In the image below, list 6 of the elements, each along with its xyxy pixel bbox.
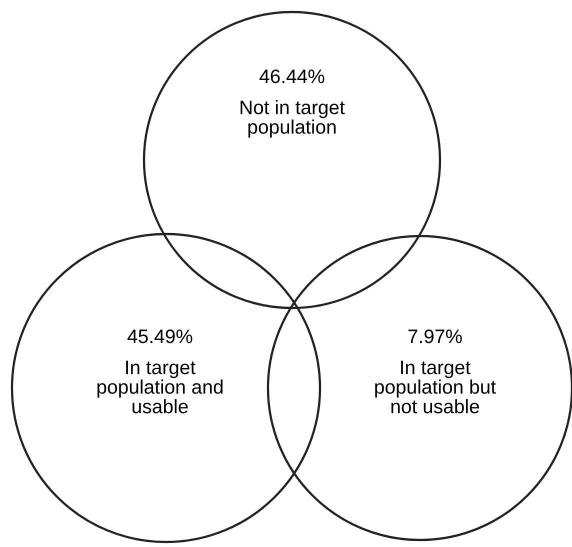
category-label: In target population and usable bbox=[97, 360, 223, 414]
category-label: In target population but not usable bbox=[375, 360, 496, 414]
data-label: 7.97% bbox=[408, 329, 462, 344]
category-label: Not in target population bbox=[240, 100, 345, 138]
data-label: 46.44% bbox=[259, 69, 324, 84]
data-label: 45.49% bbox=[127, 329, 192, 344]
